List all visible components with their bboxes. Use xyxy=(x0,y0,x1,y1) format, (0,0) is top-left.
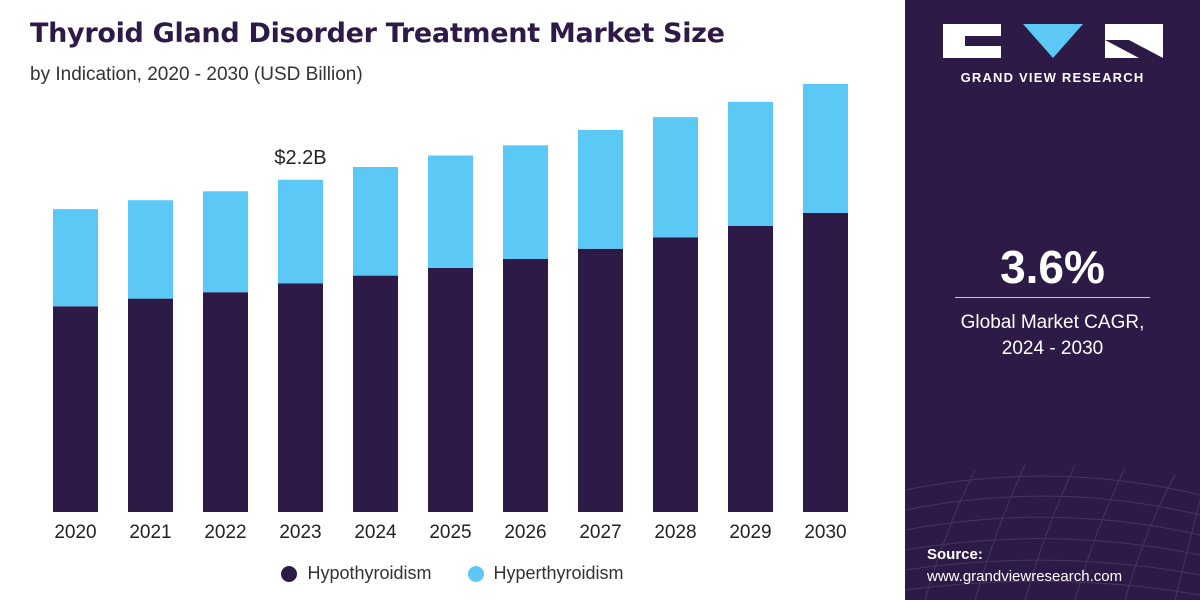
x-tick-2026: 2026 xyxy=(504,522,546,543)
bar-hypothyroidism-2028 xyxy=(653,237,698,512)
cagr-divider xyxy=(955,297,1150,298)
x-tick-2023: 2023 xyxy=(279,522,321,543)
bar-hyperthyroidism-2020 xyxy=(53,209,98,307)
legend-item-hyperthyroidism: Hyperthyroidism xyxy=(467,563,624,584)
cagr-label: Global Market CAGR, 2024 - 2030 xyxy=(905,310,1200,362)
bar-hyperthyroidism-2027 xyxy=(578,129,623,249)
brand-name: GRAND VIEW RESEARCH xyxy=(960,70,1145,85)
legend-swatch-hyperthyroidism xyxy=(467,565,484,582)
bar-hypothyroidism-2027 xyxy=(578,248,623,512)
x-tick-2022: 2022 xyxy=(204,522,246,543)
x-tick-2025: 2025 xyxy=(429,522,471,543)
bar-hypothyroidism-2025 xyxy=(428,267,473,512)
chart-subtitle: by Indication, 2020 - 2030 (USD Billion) xyxy=(30,64,363,85)
x-tick-2021: 2021 xyxy=(129,522,171,543)
bar-hyperthyroidism-2023 xyxy=(278,179,323,284)
bar-hyperthyroidism-2025 xyxy=(428,155,473,268)
bar-hyperthyroidism-2021 xyxy=(128,200,173,299)
stacked-bar-chart: 2020 2021 2022 2023 2024 2025 2026 2027 2028 2029… xyxy=(53,83,848,543)
bar-hyperthyroidism-2026 xyxy=(503,145,548,259)
data-labels: $2.2B xyxy=(274,147,326,169)
x-tick-2028: 2028 xyxy=(654,522,696,543)
x-tick-2030: 2030 xyxy=(804,522,846,543)
chart-title: Thyroid Gland Disorder Treatment Market … xyxy=(30,18,725,49)
x-tick-2024: 2024 xyxy=(354,522,397,543)
bar-hypothyroidism-2022 xyxy=(203,292,248,512)
legend-label-hypothyroidism: Hypothyroidism xyxy=(307,563,432,583)
bar-hyperthyroidism-2022 xyxy=(203,191,248,293)
bar-hypothyroidism-2030 xyxy=(803,213,848,512)
legend-swatch-hypothyroidism xyxy=(281,565,298,582)
cagr-label-line-1: Global Market CAGR, xyxy=(960,312,1145,333)
side-panel: GRAND VIEW RESEARCH 3.6% Global Market C… xyxy=(905,0,1200,600)
bar-hyperthyroidism-2028 xyxy=(653,117,698,238)
legend-item-hypothyroidism: Hypothyroidism xyxy=(281,563,432,584)
bar-hypothyroidism-2026 xyxy=(503,259,548,512)
x-axis-ticks: 2020 2021 2022 2023 2024 2025 2026 2027 2028 2029… xyxy=(54,522,846,543)
bar-hypothyroidism-2021 xyxy=(128,298,173,512)
cagr-label-line-2: 2024 - 2030 xyxy=(1001,338,1104,359)
bar-hypothyroidism-2024 xyxy=(353,275,398,512)
bar-hyperthyroidism-2029 xyxy=(728,101,773,226)
data-label-2023: $2.2B xyxy=(274,147,326,169)
bar-hypothyroidism-2029 xyxy=(728,225,773,512)
grand-view-research-logo xyxy=(943,24,1163,58)
chart-panel: Thyroid Gland Disorder Treatment Market … xyxy=(0,18,905,584)
cagr-value: 3.6% xyxy=(1000,241,1105,293)
decorative-mesh xyxy=(905,464,1200,600)
legend: Hypothyroidism Hyperthyroidism xyxy=(0,563,905,584)
bar-group xyxy=(53,83,848,512)
bar-hypothyroidism-2023 xyxy=(278,283,323,512)
x-tick-2027: 2027 xyxy=(579,522,621,543)
bar-hyperthyroidism-2024 xyxy=(353,167,398,276)
bar-hyperthyroidism-2030 xyxy=(803,83,848,213)
legend-label-hyperthyroidism: Hyperthyroidism xyxy=(493,563,624,583)
x-tick-2020: 2020 xyxy=(54,522,96,543)
bar-hypothyroidism-2020 xyxy=(53,306,98,512)
x-tick-2029: 2029 xyxy=(729,522,771,543)
source-label: Source: xyxy=(927,546,983,563)
source-url: www.grandviewresearch.com xyxy=(927,568,1123,585)
